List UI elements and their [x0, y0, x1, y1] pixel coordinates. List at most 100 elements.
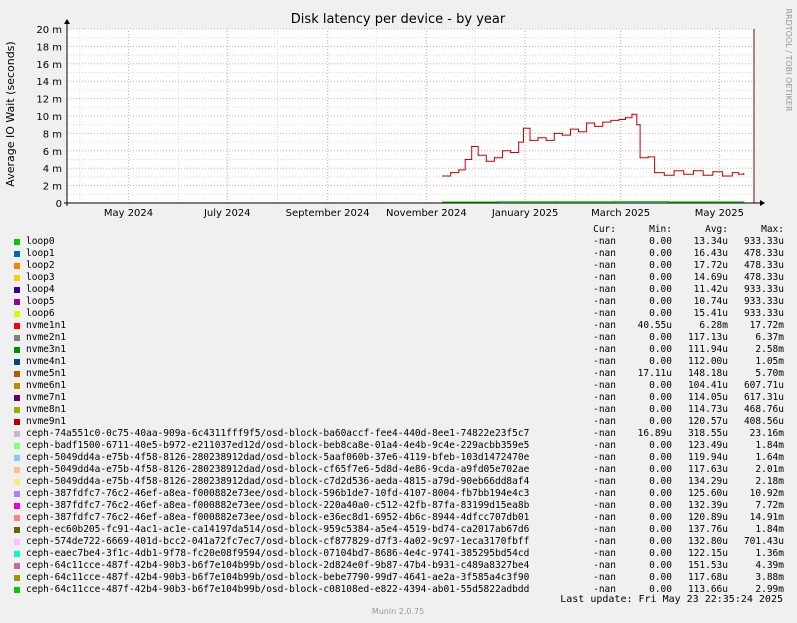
legend-name: nvme7n1: [26, 392, 67, 403]
legend-min: 0.00: [649, 452, 672, 463]
legend-name: loop5: [26, 296, 55, 307]
data-point: [471, 145, 473, 148]
data-point: [683, 173, 685, 175]
legend-row: loop0 -nan 0.00 13.34u 933.33u: [14, 236, 784, 248]
legend-name: ceph-387fdfc7-76c2-46ef-a8ea-f000882e73e…: [26, 512, 530, 523]
legend-min: 0.00: [649, 380, 672, 391]
data-point: [722, 175, 724, 177]
legend-min: 0.00: [649, 476, 672, 487]
data-point: [743, 172, 745, 175]
x-tick-label: March 2025: [591, 208, 650, 219]
data-point: [594, 125, 596, 128]
legend-swatch: [14, 395, 20, 401]
legend-name: ceph-5049dd4a-e75b-4f58-8126-280238912da…: [26, 476, 530, 487]
data-point: [673, 170, 675, 172]
legend-avg: 318.55u: [687, 428, 728, 439]
legend-swatch: [14, 467, 20, 473]
legend-min: 0.00: [649, 560, 672, 571]
legend: Cur: Min: Avg: Max: loop0 -nan 0.00 13.34u 9…: [14, 224, 784, 596]
legend-min: 40.55u: [637, 320, 672, 331]
legend-cur: -nan: [593, 236, 616, 247]
legend-swatch: [14, 299, 20, 305]
data-point: [545, 139, 547, 141]
data-point: [529, 139, 531, 141]
data-point: [450, 171, 452, 174]
data-point: [613, 201, 615, 203]
legend-max: 7.72m: [755, 500, 784, 511]
legend-avg: 11.42u: [693, 284, 728, 295]
legend-cur: -nan: [593, 404, 616, 415]
legend-avg: 15.41u: [693, 308, 728, 319]
legend-avg: 113.66u: [687, 584, 728, 595]
legend-row: loop4 -nan 0.00 11.42u 933.33u: [14, 284, 784, 296]
legend-max: 2.58m: [755, 344, 784, 355]
data-point: [712, 171, 714, 173]
legend-max: 6.37m: [755, 332, 784, 343]
data-point: [497, 201, 499, 203]
legend-max: 2.99m: [755, 584, 784, 595]
legend-swatch: [14, 587, 20, 593]
legend-avg: 132.39u: [687, 500, 728, 511]
legend-avg: 14.69u: [693, 272, 728, 283]
legend-swatch: [14, 539, 20, 545]
legend-cur: -nan: [593, 344, 616, 355]
legend-min: 16.89u: [637, 428, 672, 439]
legend-name: nvme5n1: [26, 368, 67, 379]
legend-swatch: [14, 287, 20, 293]
legend-swatch: [14, 479, 20, 485]
legend-avg: 119.94u: [687, 452, 728, 463]
legend-swatch: [14, 419, 20, 425]
legend-swatch: [14, 311, 20, 317]
legend-row: ceph-387fdfc7-76c2-46ef-a8ea-f000882e73e…: [14, 512, 784, 524]
legend-row: ceph-5049dd4a-e75b-4f58-8126-280238912da…: [14, 476, 784, 488]
legend-name: loop2: [26, 260, 55, 271]
legend-row: loop6 -nan 0.00 15.41u 933.33u: [14, 308, 784, 320]
legend-max: 14.91m: [749, 512, 784, 523]
y-tick-label: 18 m: [36, 42, 62, 53]
data-point: [561, 134, 563, 136]
legend-row: nvme9n1 -nan 0.00 120.57u 408.56u: [14, 416, 784, 428]
legend-cur: -nan: [593, 284, 616, 295]
legend-max: 3.88m: [755, 572, 784, 583]
legend-cur: -nan: [593, 536, 616, 547]
data-point: [702, 174, 704, 176]
legend-swatch: [14, 239, 20, 245]
legend-min: 0.00: [649, 488, 672, 499]
data-point: [738, 173, 740, 175]
legend-swatch: [14, 503, 20, 509]
legend-min: 17.11u: [637, 368, 672, 379]
legend-cur: -nan: [593, 488, 616, 499]
data-point: [553, 132, 555, 134]
legend-row: nvme2n1 -nan 0.00 117.13u 6.37m: [14, 332, 784, 344]
legend-max: 933.33u: [743, 284, 784, 295]
legend-avg: 125.60u: [687, 488, 728, 499]
legend-swatch: [14, 251, 20, 257]
x-tick-label: November 2024: [386, 208, 467, 219]
legend-max: 933.33u: [743, 296, 784, 307]
legend-row: ceph-387fdfc7-76c2-46ef-a8ea-f000882e73e…: [14, 500, 784, 512]
legend-swatch: [14, 263, 20, 269]
legend-swatch: [14, 323, 20, 329]
legend-name: nvme2n1: [26, 332, 67, 343]
data-point: [636, 124, 638, 126]
legend-avg: 134.29u: [687, 476, 728, 487]
legend-avg: 111.94u: [687, 344, 728, 355]
legend-name: ceph-5049dd4a-e75b-4f58-8126-280238912da…: [26, 452, 530, 463]
legend-row: ceph-387fdfc7-76c2-46ef-a8ea-f000882e73e…: [14, 488, 784, 500]
legend-max: 478.33u: [743, 260, 784, 271]
data-point: [569, 128, 572, 130]
header-cur: Cur:: [593, 224, 616, 235]
data-point: [639, 157, 641, 159]
legend-swatch: [14, 407, 20, 413]
legend-avg: 104.41u: [687, 380, 728, 391]
munin-version: Munin 2.0.75: [372, 607, 424, 616]
data-point: [458, 169, 460, 171]
legend-avg: 117.68u: [687, 572, 728, 583]
legend-min: 0.00: [649, 524, 672, 535]
legend-name: ceph-64c11cce-487f-42b4-90b3-b6f7e104b99…: [26, 572, 530, 583]
data-point: [477, 154, 479, 156]
data-point: [555, 201, 557, 203]
legend-row: nvme6n1 -nan 0.00 104.41u 607.71u: [14, 380, 784, 392]
legend-name: ceph-64c11cce-487f-42b4-90b3-b6f7e104b99…: [26, 560, 530, 571]
legend-row: loop5 -nan 0.00 10.74u 933.33u: [14, 296, 784, 308]
